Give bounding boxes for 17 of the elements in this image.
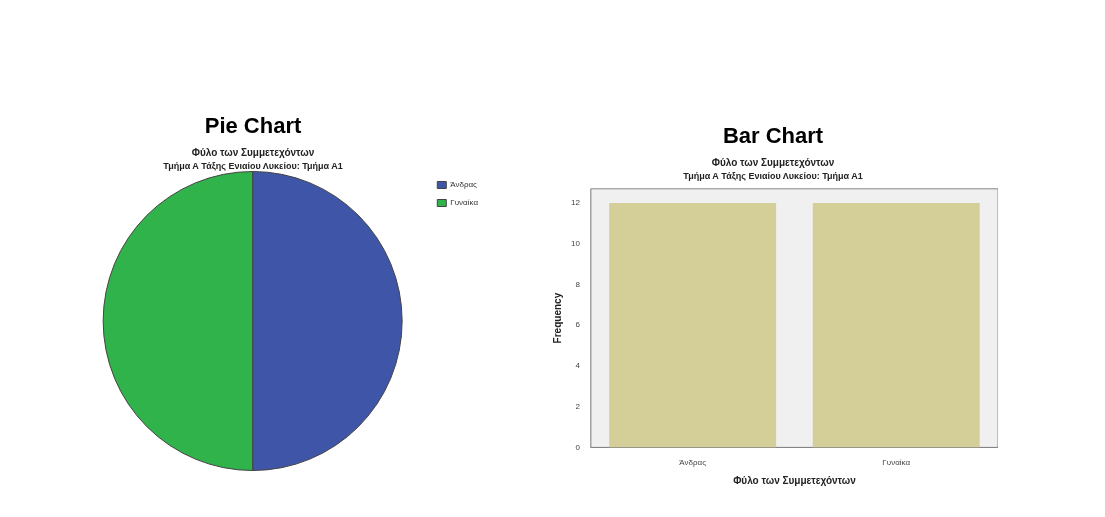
- y-tick-label: 6: [575, 320, 581, 330]
- y-tick-label: 10: [570, 238, 581, 248]
- text: Τμήμα Α Τάξης Ενιαίου Λυκείου: Τμήμα Α1: [162, 161, 344, 171]
- y-tick-label: 8: [575, 279, 581, 289]
- legend-label: Άνδρας: [450, 180, 478, 190]
- y-tick-label: 4: [575, 361, 581, 371]
- y-tick-label: 12: [570, 198, 581, 208]
- chart-subtitle: Φύλο των Συμμετεχόντων: [710, 157, 836, 168]
- chart-title: Pie Chart: [203, 113, 303, 139]
- y-axis-title: Frequency: [551, 292, 563, 344]
- y-tick-label: 0: [575, 442, 581, 452]
- y-tick-label: 2: [575, 401, 581, 411]
- chart-title: Bar Chart: [721, 123, 825, 149]
- legend-label: Γυναίκα: [450, 198, 479, 208]
- chart-subtitle: Φύλο των Συμμετεχόντων: [190, 147, 316, 158]
- text: Τμήμα Α Τάξης Ενιαίου Λυκείου: Τμήμα Α1: [682, 171, 864, 181]
- x-axis-title: Φύλο των Συμμετεχόντων: [733, 474, 857, 486]
